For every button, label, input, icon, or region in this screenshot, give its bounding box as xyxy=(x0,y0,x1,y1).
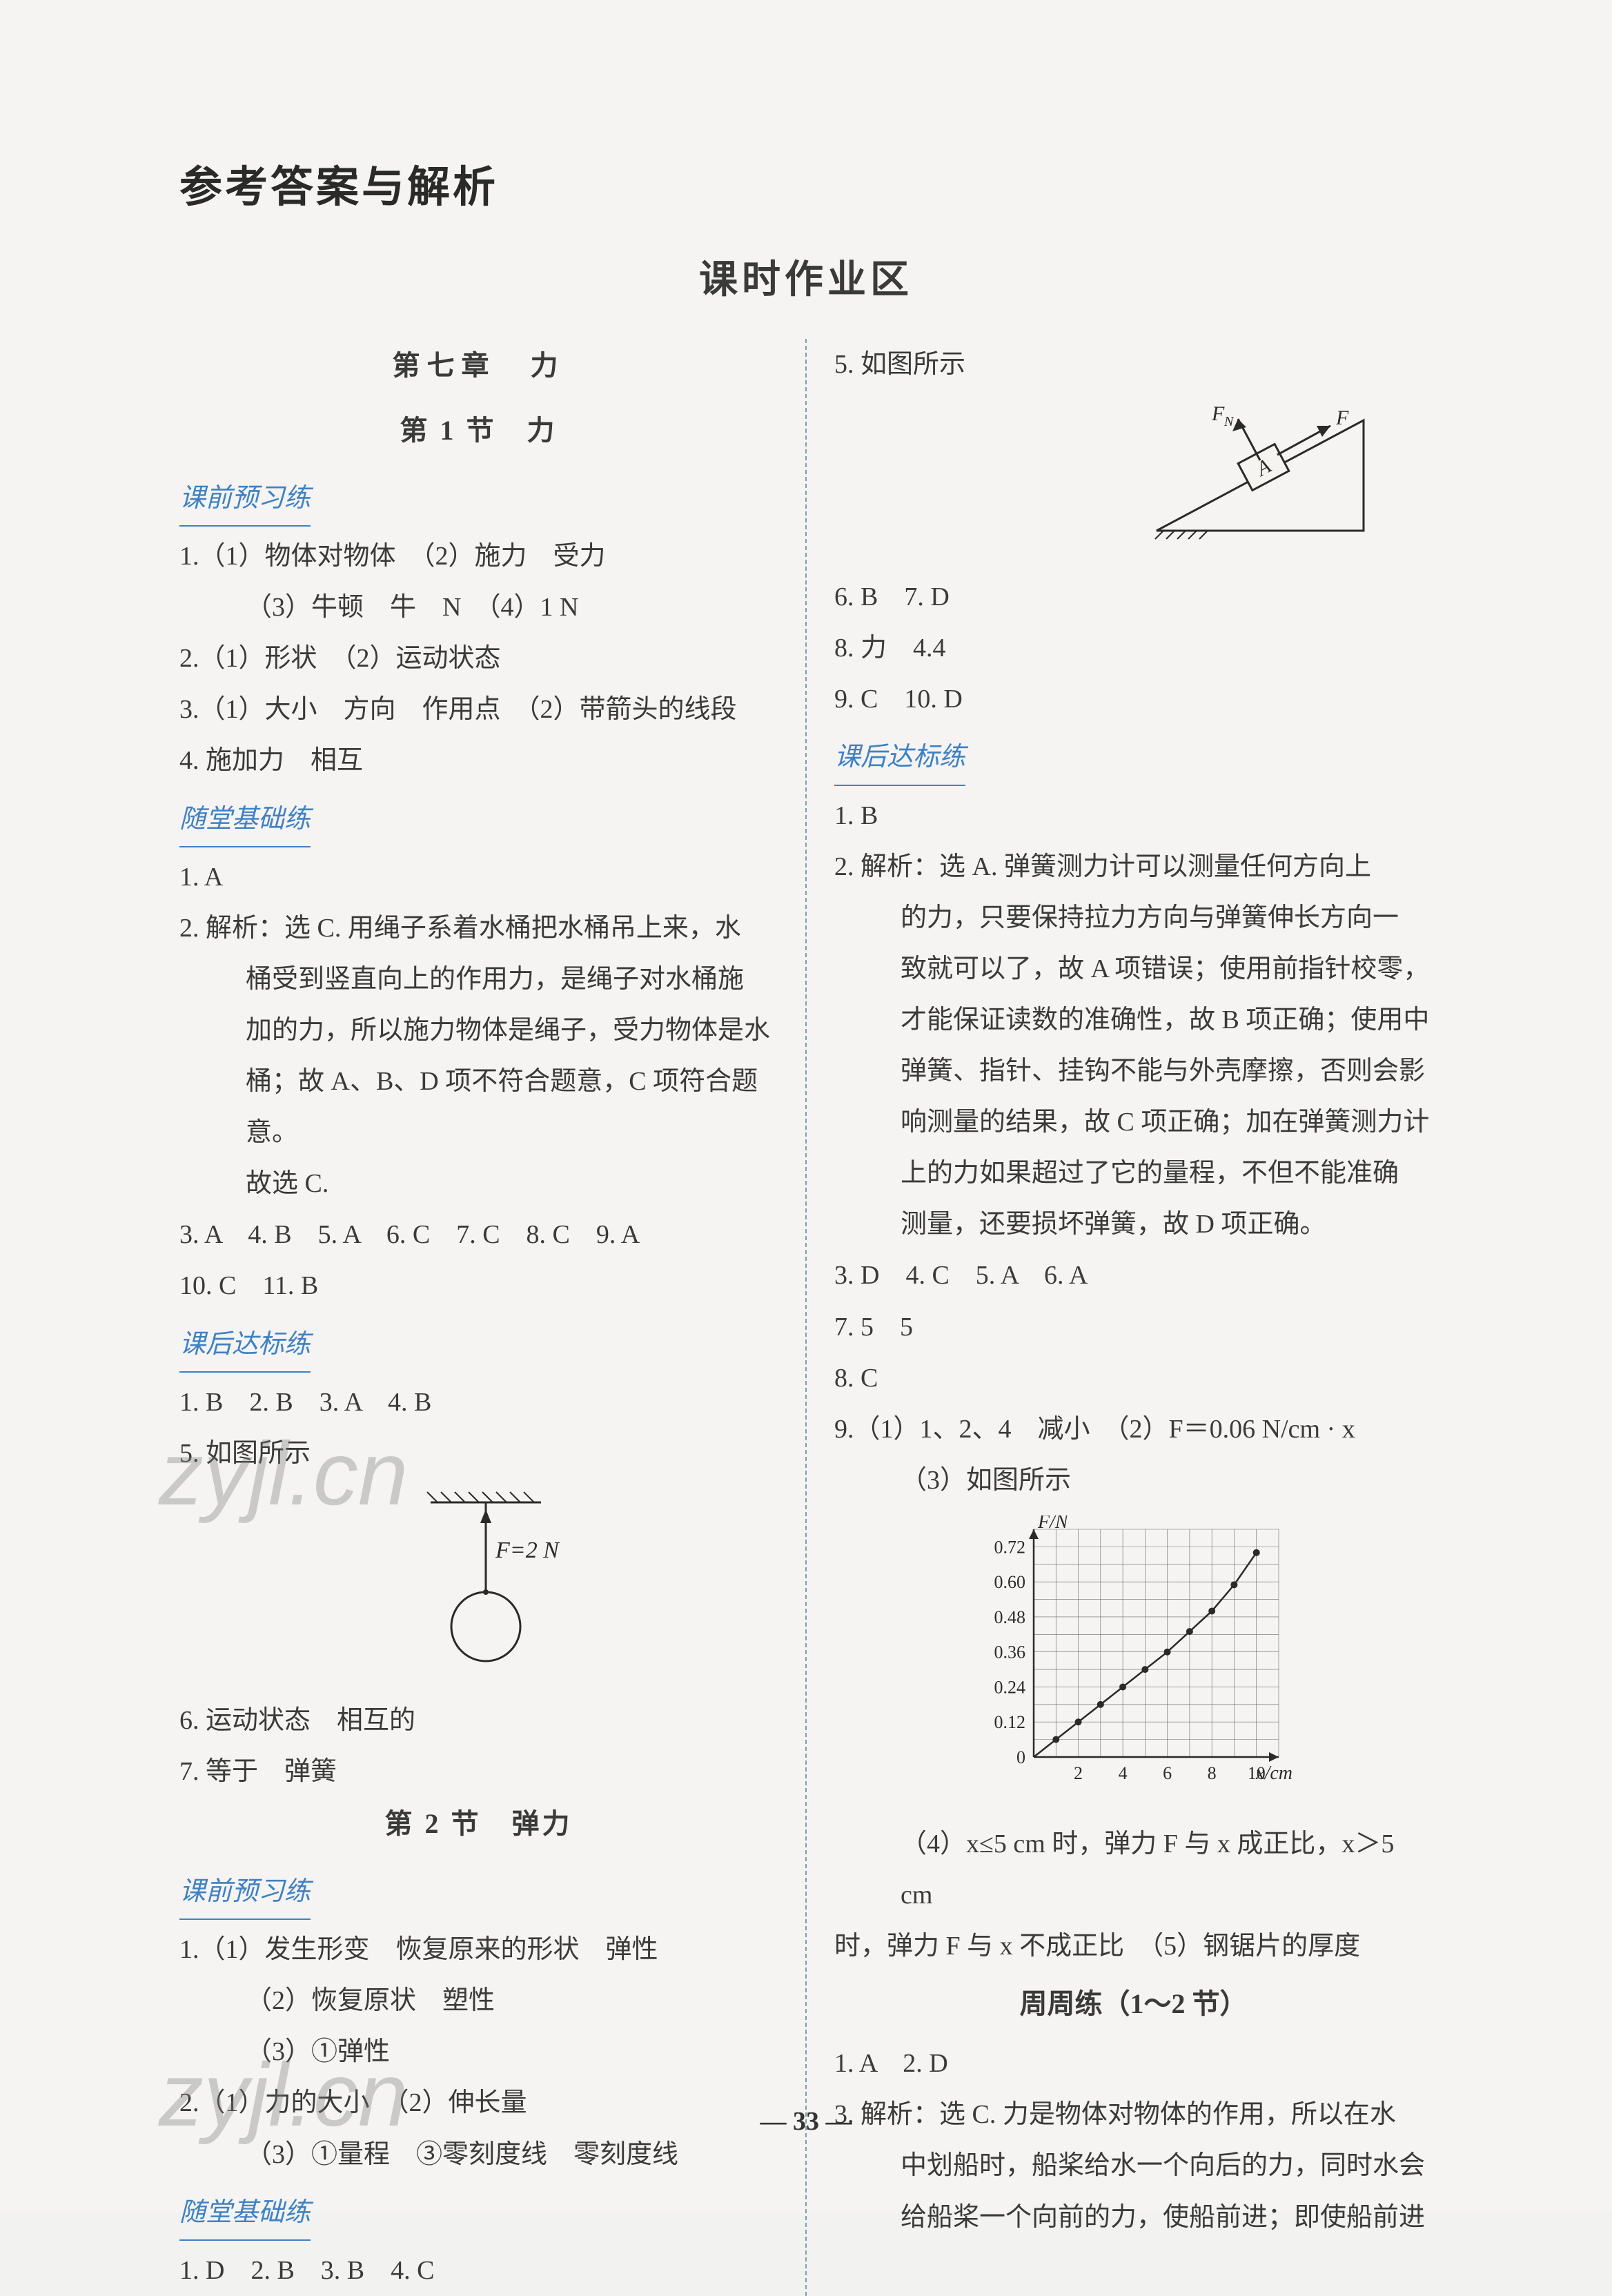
base-item-1: 1. A xyxy=(179,852,778,903)
rp-2-l5: 弹簧、指针、挂钩不能与外壳摩擦，否则会影 xyxy=(834,1046,1433,1097)
pre-item-4: 4. 施加力 相互 xyxy=(179,735,778,786)
rp-8: 8. C xyxy=(834,1353,1433,1404)
page-number: — 33 — xyxy=(0,2106,1612,2137)
section-1-title: 第 1 节 力 xyxy=(179,404,778,458)
svg-text:6: 6 xyxy=(1163,1763,1172,1783)
w-3-l3: 给船桨一个向前的力，使船前进；即使船前进 xyxy=(834,2192,1433,2243)
rp-2-l7: 上的力如果超过了它的量程，不但不能准确 xyxy=(834,1148,1433,1199)
rp-2: 2. 解析：选 A. 弹簧测力计可以测量任何方向上 xyxy=(834,841,1433,892)
svg-text:F: F xyxy=(1335,406,1349,429)
post-item-1-4: 1. B 2. B 3. A 4. B xyxy=(179,1377,778,1428)
svg-text:2: 2 xyxy=(1074,1763,1083,1783)
base-item-10-11: 10. C 11. B xyxy=(179,1260,778,1311)
base-item-2-l2: 桶受到竖直向上的作用力，是绳子对水桶施 xyxy=(179,954,778,1005)
svg-text:0.36: 0.36 xyxy=(994,1642,1025,1662)
svg-text:N: N xyxy=(1223,414,1235,429)
r-item-5: 5. 如图所示 xyxy=(834,339,1433,390)
base2-practice-label: 随堂基础练 xyxy=(179,2187,311,2241)
svg-text:F=2 N: F=2 N xyxy=(495,1538,560,1563)
rp-9: 9.（1）1、2、4 减小 （2）F＝0.06 N/cm · x xyxy=(834,1404,1433,1455)
base-item-2-l4: 桶；故 A、B、D 项不符合题意，C 项符合题意。 xyxy=(179,1056,778,1158)
pre2-practice-label: 课前预习练 xyxy=(179,1866,311,1920)
r-item-6-7: 6. B 7. D xyxy=(834,571,1433,622)
pre-item-1: 1.（1）物体对物体 （2）施力 受力 xyxy=(179,531,778,582)
rp-9-4a: （4）x≤5 cm 时，弹力 F 与 x 成正比，x＞5 cm xyxy=(834,1818,1433,1921)
figure-chart: 24681000.120.240.360.480.600.72F/Nx/cm xyxy=(834,1515,1433,1809)
svg-text:0.24: 0.24 xyxy=(994,1677,1025,1697)
post-item-6: 6. 运动状态 相互的 xyxy=(179,1695,778,1746)
post-item-7: 7. 等于 弹簧 xyxy=(179,1746,778,1797)
right-column: 5. 如图所示 A xyxy=(834,339,1433,2296)
svg-text:8: 8 xyxy=(1207,1763,1216,1783)
s2-pre-1b: （2）恢复原状 塑性 xyxy=(179,1975,778,2026)
w-1-2: 1. A 2. D xyxy=(834,2038,1433,2089)
r-post-label: 课后达标练 xyxy=(834,732,965,785)
rp-1: 1. B xyxy=(834,790,1433,841)
column-divider xyxy=(805,339,807,2296)
figure-pendulum: F=2 N xyxy=(179,1489,778,1685)
pre-item-1b: （3）牛顿 牛 N （4）1 N xyxy=(179,582,778,633)
r-item-8: 8. 力 4.4 xyxy=(834,622,1433,674)
chapter-heading: 第七章 力 xyxy=(179,339,778,393)
base-practice-label: 随堂基础练 xyxy=(179,794,311,847)
rp-2-l3: 致就可以了，故 A 项错误；使用前指针校零， xyxy=(834,943,1433,994)
svg-text:F: F xyxy=(1211,402,1225,425)
svg-text:4: 4 xyxy=(1118,1763,1127,1783)
s2-pre-1: 1.（1）发生形变 恢复原来的形状 弹性 xyxy=(179,1924,778,1975)
post-item-5: 5. 如图所示 xyxy=(179,1428,778,1479)
svg-text:F/N: F/N xyxy=(1037,1515,1069,1533)
left-column: 第七章 力 第 1 节 力 课前预习练 1.（1）物体对物体 （2）施力 受力 … xyxy=(179,339,778,2296)
section-2-title: 第 2 节 弹力 xyxy=(179,1797,778,1851)
post-practice-label: 课后达标练 xyxy=(179,1319,311,1373)
main-title: 参考答案与解析 xyxy=(179,152,1433,214)
w-3-l2: 中划船时，船桨给水一个向后的力，同时水会 xyxy=(834,2140,1433,2191)
pre-item-2: 2.（1）形状 （2）运动状态 xyxy=(179,633,778,684)
page: zyjl.cn zyjl.cn 参考答案与解析 课时作业区 第七章 力 第 1 … xyxy=(0,0,1612,2212)
svg-text:0.12: 0.12 xyxy=(994,1712,1025,1732)
svg-text:0.60: 0.60 xyxy=(994,1572,1025,1592)
base-item-2: 2. 解析：选 C. 用绳子系着水桶把水桶吊上来，水 xyxy=(179,903,778,954)
base-item-2-l5: 故选 C. xyxy=(179,1158,778,1209)
svg-text:0.48: 0.48 xyxy=(994,1607,1025,1627)
rp-9b: （3）如图所示 xyxy=(834,1455,1433,1506)
r-item-9-10: 9. C 10. D xyxy=(834,674,1433,725)
rp-3-6: 3. D 4. C 5. A 6. A xyxy=(834,1250,1433,1301)
rp-2-l2: 的力，只要保持拉力方向与弹簧伸长方向一 xyxy=(834,892,1433,943)
rp-9-4b: 时，弹力 F 与 x 不成正比 （5）钢锯片的厚度 xyxy=(834,1921,1433,1972)
svg-text:0: 0 xyxy=(1016,1747,1025,1767)
rp-2-l8: 测量，还要损坏弹簧，故 D 项正确。 xyxy=(834,1199,1433,1250)
rp-7: 7. 5 5 xyxy=(834,1302,1433,1353)
pre-practice-label: 课前预习练 xyxy=(179,473,311,527)
week-title: 周周练（1～2 节） xyxy=(834,1977,1433,2031)
svg-text:0.72: 0.72 xyxy=(994,1537,1025,1557)
s2-base-1-4: 1. D 2. B 3. B 4. C xyxy=(179,2245,778,2296)
base-item-3-9: 3. A 4. B 5. A 6. C 7. C 8. C 9. A xyxy=(179,1209,778,1260)
rp-2-l6: 响测量的结果，故 C 项正确；加在弹簧测力计 xyxy=(834,1097,1433,1148)
figure-incline: A F N F xyxy=(834,400,1433,562)
svg-text:x/cm: x/cm xyxy=(1255,1763,1292,1784)
rp-2-l4: 才能保证读数的准确性，故 B 项正确；使用中 xyxy=(834,994,1433,1046)
base-item-2-l3: 加的力，所以施力物体是绳子，受力物体是水 xyxy=(179,1005,778,1056)
columns: 第七章 力 第 1 节 力 课前预习练 1.（1）物体对物体 （2）施力 受力 … xyxy=(179,339,1433,2296)
s2-pre-1c: （3）①弹性 xyxy=(179,2026,778,2077)
subtitle: 课时作业区 xyxy=(179,248,1433,304)
pre-item-3: 3.（1）大小 方向 作用点 （2）带箭头的线段 xyxy=(179,684,778,735)
